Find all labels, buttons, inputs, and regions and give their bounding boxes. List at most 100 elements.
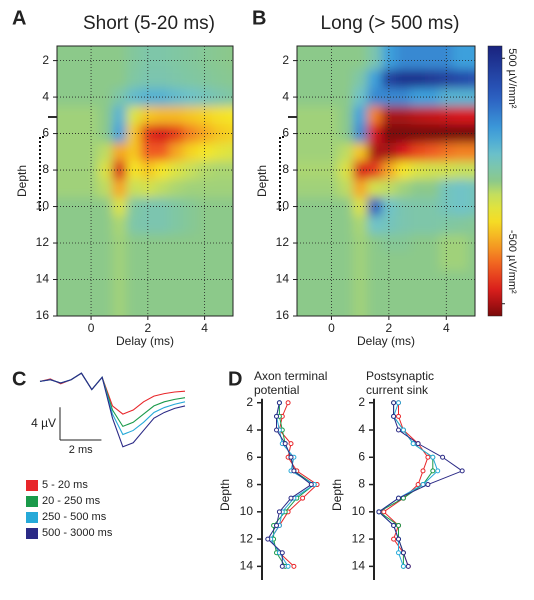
y-tick-label: 2 bbox=[246, 395, 253, 409]
heat-cell bbox=[140, 252, 156, 271]
heat-cell bbox=[83, 233, 99, 253]
profile-point bbox=[300, 495, 306, 501]
legend-swatch bbox=[26, 512, 38, 523]
profile-point bbox=[376, 509, 382, 515]
heat-cell bbox=[309, 46, 325, 71]
heat-cell bbox=[154, 106, 170, 125]
heat-cell bbox=[367, 179, 383, 198]
y-tick-label: 14 bbox=[276, 272, 290, 286]
heat-cell bbox=[467, 179, 475, 198]
heat-cell bbox=[410, 46, 426, 71]
heat-cell bbox=[338, 270, 354, 290]
heat-cell bbox=[367, 106, 383, 125]
y-tick-label: 6 bbox=[42, 126, 49, 140]
heat-cell bbox=[183, 215, 199, 235]
profile-point bbox=[288, 441, 294, 447]
heat-cell bbox=[381, 270, 397, 290]
heat-cell bbox=[211, 215, 227, 235]
y-tick-label: 14 bbox=[240, 559, 254, 573]
x-tick-label: 0 bbox=[88, 321, 95, 335]
heat-cell bbox=[367, 306, 383, 316]
heat-cell bbox=[439, 306, 454, 316]
heat-cell bbox=[424, 215, 440, 235]
y-tick-label: 10 bbox=[240, 504, 254, 518]
profile-point bbox=[400, 427, 406, 433]
heat-cell bbox=[410, 252, 426, 271]
heat-cell bbox=[126, 69, 142, 89]
heat-cell bbox=[98, 215, 113, 235]
y-tick-label: 6 bbox=[282, 126, 289, 140]
heat-cell bbox=[169, 87, 184, 107]
heat-cell bbox=[69, 215, 85, 235]
y-tick-label: 2 bbox=[282, 53, 289, 67]
heat-cell bbox=[309, 270, 325, 290]
y-tick-label: 4 bbox=[42, 89, 49, 103]
heat-cell bbox=[338, 215, 354, 235]
profile-point bbox=[415, 482, 421, 488]
heat-cell bbox=[424, 69, 440, 89]
profile-point bbox=[410, 441, 416, 447]
heat-cell bbox=[225, 106, 233, 125]
heat-cell bbox=[83, 197, 99, 217]
heat-cell bbox=[225, 124, 233, 144]
heat-cell bbox=[98, 179, 113, 198]
heat-cell bbox=[154, 69, 170, 89]
heat-cell bbox=[424, 142, 440, 162]
heat-cell bbox=[112, 306, 128, 316]
heat-cell bbox=[69, 288, 85, 308]
heat-cell bbox=[112, 233, 128, 253]
heat-cell bbox=[309, 160, 325, 180]
legend-swatch bbox=[26, 528, 38, 539]
heat-cell bbox=[467, 252, 475, 271]
x-tick-label: 0 bbox=[328, 321, 335, 335]
panel-title: Short (5-20 ms) bbox=[83, 13, 215, 34]
heat-cell bbox=[381, 306, 397, 316]
heat-cell bbox=[467, 142, 475, 162]
heat-cell bbox=[112, 106, 128, 125]
heat-cell bbox=[183, 87, 199, 107]
heat-cell bbox=[98, 69, 113, 89]
profile-point bbox=[391, 400, 397, 406]
y-tick-label: 10 bbox=[276, 199, 290, 213]
heat-cell bbox=[352, 288, 368, 308]
heat-cell bbox=[352, 106, 368, 125]
heat-cell bbox=[453, 46, 469, 71]
plot-frame bbox=[296, 45, 476, 317]
heat-cell bbox=[439, 215, 454, 235]
heat-cell bbox=[69, 87, 85, 107]
heat-cell bbox=[381, 160, 397, 180]
heat-cell bbox=[112, 215, 128, 235]
heat-cell bbox=[126, 233, 142, 253]
heat-cell bbox=[297, 106, 311, 125]
heat-cell bbox=[69, 69, 85, 89]
y-axis-label: Depth bbox=[255, 165, 269, 197]
heat-cell bbox=[453, 124, 469, 144]
profile-point bbox=[396, 413, 401, 419]
heat-cell bbox=[225, 288, 233, 308]
heat-cell bbox=[112, 69, 128, 89]
heat-cell bbox=[352, 252, 368, 271]
panel-title: Long (> 500 ms) bbox=[321, 13, 460, 34]
heat-cell bbox=[169, 46, 184, 71]
heat-cell bbox=[453, 252, 469, 271]
heat-cell bbox=[467, 106, 475, 125]
heat-cell bbox=[140, 142, 156, 162]
legend-label: 20 - 250 ms bbox=[42, 495, 101, 507]
heat-cell bbox=[338, 233, 354, 253]
heat-cell bbox=[381, 142, 397, 162]
heat-cell bbox=[338, 306, 354, 316]
profile-point bbox=[425, 454, 431, 460]
y-tick-label: 14 bbox=[352, 559, 366, 573]
heat-cell bbox=[467, 215, 475, 235]
y-tick-label: 8 bbox=[282, 162, 289, 176]
panel-letter: A bbox=[12, 7, 26, 29]
y-tick-label: 16 bbox=[276, 308, 290, 322]
profile-point bbox=[391, 522, 397, 528]
heat-cell bbox=[112, 270, 128, 290]
heat-cell bbox=[169, 252, 184, 271]
panel-title: potential bbox=[254, 383, 299, 397]
heat-cell bbox=[396, 252, 411, 271]
profile-point bbox=[285, 400, 291, 406]
heat-cell bbox=[83, 252, 99, 271]
heat-cell bbox=[338, 179, 354, 198]
